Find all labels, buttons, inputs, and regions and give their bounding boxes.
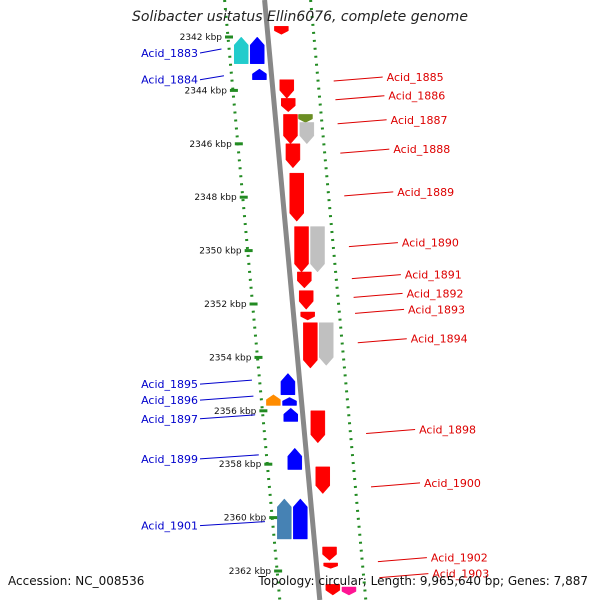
gene-feature-15: [298, 290, 314, 310]
backbone-line: [262, 0, 323, 600]
scale-tick-label: 2360 kbp: [224, 514, 267, 524]
gene-label-acid-1894: Acid_1894: [411, 333, 468, 346]
gene-label-acid-1891: Acid_1891: [405, 269, 462, 282]
gene-feature-11: [289, 172, 304, 222]
gene-feature-4: [274, 26, 289, 35]
gene-feature-21: [283, 407, 299, 422]
scale-tick-label: 2348 kbp: [194, 193, 237, 203]
gene-feature-1: [233, 36, 249, 64]
scale-tick-label: 2346 kbp: [189, 140, 232, 150]
gene-feature-6: [281, 98, 296, 113]
gene-label-acid-1886: Acid_1886: [388, 90, 445, 103]
scale-tick-label: 2354 kbp: [209, 353, 252, 363]
gene-label-leader: [377, 557, 427, 563]
gene-label-acid-1890: Acid_1890: [402, 237, 459, 250]
gene-feature-16: [300, 311, 315, 321]
gene-label-acid-1893: Acid_1893: [408, 303, 465, 316]
gene-feature-28: [322, 546, 337, 561]
gene-label-leader: [355, 308, 405, 314]
gene-label-acid-1884: Acid_1884: [141, 74, 198, 87]
gene-label-acid-1897: Acid_1897: [141, 413, 198, 426]
gene-label-acid-1887: Acid_1887: [391, 114, 448, 127]
gene-feature-26: [277, 498, 292, 540]
gene-feature-2: [249, 36, 265, 64]
gene-feature-30: [325, 584, 341, 596]
gene-feature-13: [310, 226, 325, 273]
gene-label-acid-1889: Acid_1889: [397, 186, 454, 199]
scale-tick-label: 2362 kbp: [229, 567, 272, 577]
gene-label-leader: [337, 119, 387, 125]
gene-feature-19: [280, 373, 296, 396]
gene-label-leader: [199, 395, 254, 401]
map-title: Solibacter usitatus Ellin6076, complete …: [132, 9, 468, 25]
gene-label-acid-1895: Acid_1895: [141, 378, 198, 391]
accession-text: Accession: NC_008536: [8, 574, 145, 588]
gene-feature-20: [282, 397, 297, 406]
gene-label-acid-1888: Acid_1888: [393, 143, 450, 156]
gene-label-leader: [340, 148, 390, 154]
gene-feature-23: [310, 410, 326, 444]
scale-tick-label: 2342 kbp: [180, 33, 223, 43]
gene-features: [233, 26, 357, 596]
scale-tick-label: 2344 kbp: [185, 86, 228, 96]
gene-label-leader: [199, 414, 256, 420]
scale-tick-label: 2352 kbp: [204, 300, 247, 310]
gene-label-leader: [199, 75, 225, 81]
gene-label-leader: [333, 76, 383, 82]
gene-labels: Acid_1883 Acid_1884 Acid_1895 Acid_1896 Acid…: [141, 47, 489, 581]
scale-tick-label: 2356 kbp: [214, 407, 257, 417]
gene-label-acid-1899: Acid_1899: [141, 453, 198, 466]
gene-label-acid-1900: Acid_1900: [424, 477, 481, 490]
gene-feature-3: [252, 68, 267, 80]
gene-label-leader: [199, 379, 252, 385]
gene-label-leader: [379, 573, 429, 579]
backbone: [262, 0, 323, 600]
gene-label-leader: [366, 428, 416, 434]
gene-label-leader: [344, 191, 394, 197]
gene-label-leader: [370, 482, 421, 488]
gene-label-leader: [357, 338, 407, 344]
gene-label-leader: [199, 521, 265, 527]
gene-feature-31: [341, 586, 357, 596]
reverse-strand-guide: [309, 0, 368, 600]
gene-label-leader: [348, 242, 398, 248]
topology-text: Topology: circular; Length: 9,965,640 bp…: [258, 574, 588, 588]
scale-tick-label: 2350 kbp: [199, 247, 242, 257]
gene-label-acid-1885: Acid_1885: [387, 71, 444, 84]
gene-feature-10: [285, 143, 301, 169]
gene-feature-17: [303, 322, 318, 369]
scale-tick-label: 2358 kbp: [219, 460, 262, 470]
gene-label-acid-1898: Acid_1898: [419, 423, 476, 436]
gene-feature-25: [315, 466, 331, 494]
gene-feature-5: [279, 79, 295, 99]
gene-label-leader: [335, 95, 385, 101]
gene-feature-27: [293, 498, 308, 540]
gene-label-leader: [199, 48, 222, 54]
gene-feature-24: [287, 447, 303, 470]
scale-ticks: 2342 kbp 2344 kbp 2346 kbp 2348 kbp 2350 kbp…: [180, 33, 283, 577]
gene-label-acid-1902: Acid_1902: [431, 552, 488, 565]
gene-feature-8: [298, 114, 313, 123]
gene-label-acid-1883: Acid_1883: [141, 47, 198, 60]
gene-label-acid-1896: Acid_1896: [141, 394, 198, 407]
gene-feature-9: [299, 122, 315, 145]
gene-feature-29: [323, 562, 338, 569]
gene-label-acid-1892: Acid_1892: [407, 287, 464, 300]
gene-label-leader: [199, 454, 259, 460]
gene-label-acid-1901: Acid_1901: [141, 520, 198, 533]
gene-feature-7: [283, 114, 298, 145]
gene-label-leader: [353, 292, 403, 298]
gene-label-leader: [351, 274, 401, 280]
gene-feature-18: [318, 322, 334, 366]
gene-feature-22: [266, 394, 281, 406]
gene-feature-14: [297, 271, 312, 289]
gene-feature-12: [294, 226, 309, 273]
gene-label-acid-1903: Acid_1903: [432, 568, 489, 581]
